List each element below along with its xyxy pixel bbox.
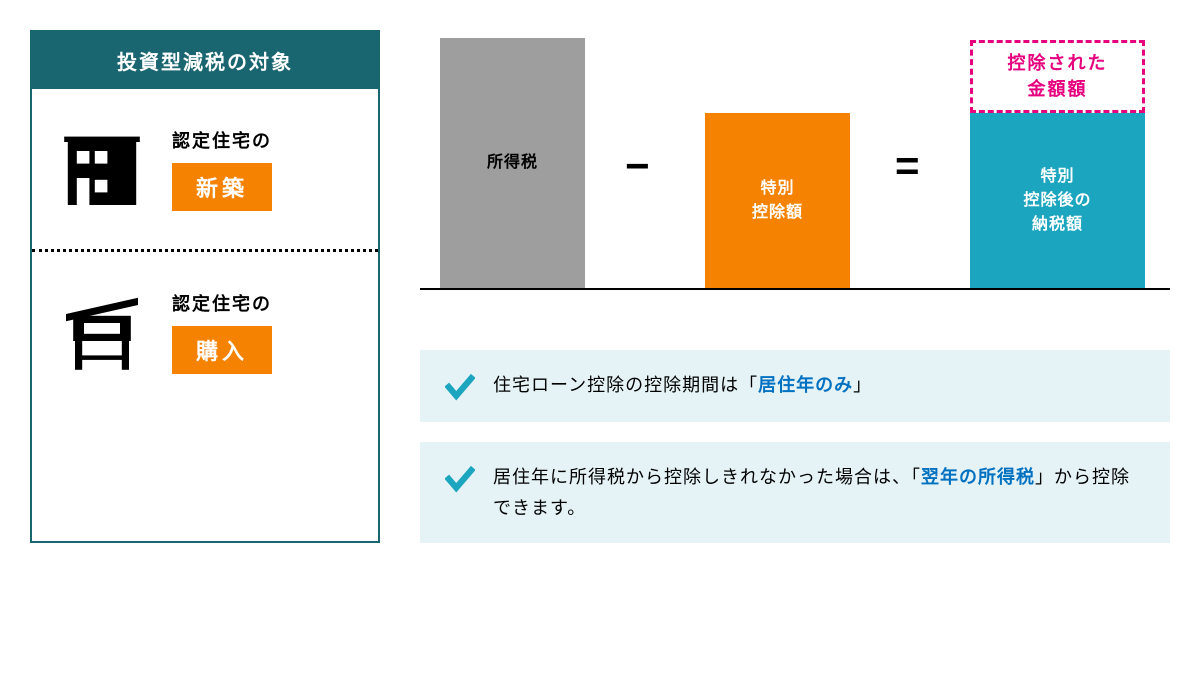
deduction-chart: 所得税特別控除額 特別控除後の納税額 − = 控除された金額額 bbox=[420, 30, 1170, 290]
target-panel: 投資型減税の対象 認定住宅の 新築 bbox=[30, 30, 380, 543]
bar-special_deduction: 特別控除額 bbox=[705, 113, 850, 288]
note-text: 住宅ローン控除の控除期間は「居住年のみ」 bbox=[493, 370, 872, 401]
note-item: 居住年に所得税から控除しきれなかった場合は、「翌年の所得税」から控除できます。 bbox=[420, 442, 1170, 543]
note-text: 居住年に所得税から控除しきれなかった場合は、「翌年の所得税」から控除できます。 bbox=[493, 462, 1145, 523]
panel-row-buy: 認定住宅の 購入 bbox=[32, 249, 378, 412]
row-label: 認定住宅の bbox=[172, 127, 353, 153]
panel-header: 投資型減税の対象 bbox=[32, 32, 378, 89]
house-slant-icon bbox=[57, 287, 147, 377]
bar-label: 特別控除額 bbox=[752, 177, 803, 225]
deducted-amount-box: 控除された金額額 bbox=[970, 40, 1145, 113]
row-badge-new: 新築 bbox=[172, 163, 272, 211]
operator: − bbox=[625, 142, 650, 190]
panel-body: 認定住宅の 新築 認定住宅の 購入 bbox=[32, 89, 378, 412]
row-label: 認定住宅の bbox=[172, 290, 353, 316]
note-item: 住宅ローン控除の控除期間は「居住年のみ」 bbox=[420, 350, 1170, 422]
notes-list: 住宅ローン控除の控除期間は「居住年のみ」居住年に所得税から控除しきれなかった場合… bbox=[420, 350, 1170, 543]
bar-after_deduction: 特別控除後の納税額 bbox=[970, 113, 1145, 288]
row-badge-buy: 購入 bbox=[172, 326, 272, 374]
check-icon bbox=[445, 372, 475, 402]
chart-baseline bbox=[420, 288, 1170, 290]
operator: = bbox=[895, 142, 920, 190]
bar-income_tax: 所得税 bbox=[440, 38, 585, 288]
bar-label: 特別控除後の納税額 bbox=[1023, 165, 1091, 237]
panel-row-new: 認定住宅の 新築 bbox=[32, 89, 378, 249]
check-icon bbox=[445, 464, 475, 494]
bar-label: 所得税 bbox=[487, 151, 538, 175]
house-flat-icon bbox=[57, 124, 147, 214]
